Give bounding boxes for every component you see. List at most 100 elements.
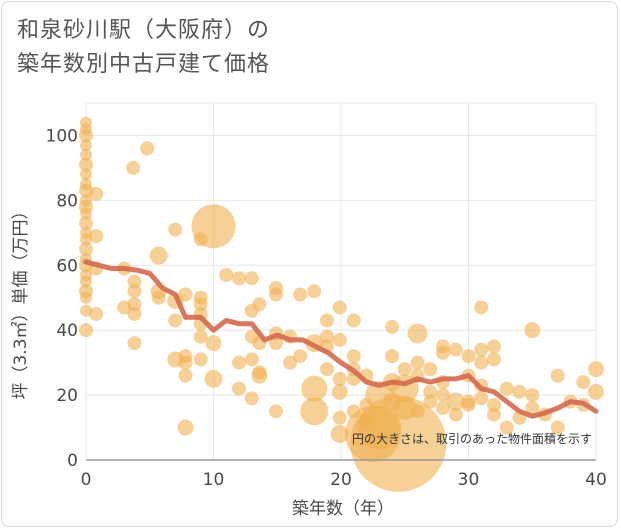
bubble-point-110 — [350, 395, 447, 492]
bubble-point-124 — [436, 388, 450, 403]
bubble-point-75 — [268, 336, 283, 351]
bubble-point-67 — [244, 391, 259, 406]
bubble-point-143 — [499, 420, 514, 435]
x-tick-label-2: 20 — [330, 470, 352, 490]
bubble-point-113 — [397, 362, 412, 377]
bubble-point-119 — [423, 384, 438, 399]
bubble-point-24 — [89, 186, 104, 201]
bubble-point-81 — [307, 284, 322, 299]
bubble-point-151 — [550, 420, 565, 435]
bubble-point-3 — [80, 139, 92, 152]
bubble-point-4 — [80, 148, 92, 161]
bubble-point-42 — [168, 313, 183, 328]
bubble-point-144 — [512, 384, 527, 399]
bubble-point-86 — [319, 329, 334, 344]
bubble-point-150 — [550, 368, 565, 383]
bubble-point-78 — [283, 355, 297, 370]
bubble-point-140 — [487, 397, 501, 412]
bubble-point-37 — [149, 246, 168, 265]
bubble-point-54 — [193, 329, 208, 344]
chart-title: 和泉砂川駅（大阪府）の 築年数別中古戸建て価格 — [17, 18, 271, 77]
bubble-point-48 — [178, 287, 193, 302]
bubble-point-27 — [89, 306, 104, 321]
bubble-point-90 — [332, 332, 347, 347]
bubble-point-132 — [461, 397, 476, 412]
bubble-point-148 — [525, 401, 540, 416]
bubble-point-155 — [588, 361, 604, 378]
bubble-point-29 — [140, 141, 155, 156]
bubble-point-11 — [80, 207, 92, 220]
bubble-point-66 — [244, 352, 259, 367]
x-tick-label-4: 40 — [585, 470, 607, 490]
bubble-point-153 — [576, 375, 591, 390]
bubble-point-112 — [392, 396, 417, 421]
bubble-point-80 — [293, 349, 308, 364]
bubble-point-133 — [474, 300, 489, 315]
y-tick-label-3: 60 — [56, 256, 78, 276]
y-axis-label: 坪（3.3㎡）単価（万円） — [11, 202, 31, 399]
bubble-point-73 — [268, 287, 283, 302]
bubble-point-117 — [410, 404, 425, 419]
bubble-point-85 — [319, 313, 334, 328]
bubble-point-95 — [346, 313, 361, 328]
bubble-point-39 — [151, 290, 166, 305]
bubble-point-96 — [346, 349, 361, 364]
bubble-point-46 — [178, 368, 193, 383]
bubble-point-55 — [193, 352, 208, 367]
bubble-point-62 — [232, 381, 246, 396]
axes: 0 20 40 60 80 100 0 10 20 30 40 — [46, 126, 607, 490]
bubble-point-83 — [301, 375, 328, 402]
bubble-point-40 — [168, 222, 183, 237]
bubble-point-122 — [436, 345, 450, 360]
bubble-point-22 — [80, 304, 92, 317]
y-tick-label-5: 100 — [46, 126, 78, 146]
bubble-point-114 — [407, 323, 428, 344]
bubble-point-34 — [127, 297, 142, 312]
bubble-point-6 — [80, 168, 92, 181]
bubble-point-134 — [474, 342, 489, 357]
bubble-point-107 — [385, 349, 399, 364]
bubble-point-2 — [79, 128, 93, 143]
y-tick-label-2: 40 — [56, 321, 78, 341]
x-tick-label-3: 30 — [458, 470, 480, 490]
annotation-note: 円の大きさは、取引のあった物件面積を示す — [352, 431, 592, 446]
x-axis-label: 築年数（年） — [292, 499, 394, 519]
trend-line — [83, 259, 599, 419]
bubble-point-93 — [332, 410, 347, 425]
bubble-point-92 — [331, 383, 348, 400]
bubble-point-142 — [499, 381, 514, 396]
grid-lines — [85, 102, 597, 461]
bubble-point-21 — [80, 291, 92, 304]
bubble-point-59 — [219, 268, 234, 283]
bubble-point-76 — [268, 404, 283, 419]
bubble-point-33 — [127, 284, 142, 299]
bubble-point-51 — [193, 297, 208, 312]
bubble-point-139 — [487, 352, 501, 367]
bubble-point-15 — [79, 242, 93, 257]
bubble-point-12 — [79, 216, 93, 231]
bubble-point-141 — [487, 407, 501, 422]
x-tick-label-0: 0 — [81, 470, 92, 490]
bubble-point-79 — [293, 287, 308, 302]
bubble-point-45 — [178, 355, 193, 370]
bubble-point-146 — [524, 322, 541, 339]
bubble-point-127 — [446, 392, 465, 411]
bubble-point-89 — [332, 300, 347, 315]
bubble-point-88 — [319, 362, 334, 377]
bubble-point-5 — [79, 157, 93, 172]
y-tick-label-0: 0 — [67, 451, 78, 471]
bubble-point-94 — [330, 425, 349, 444]
bubble-point-126 — [448, 342, 463, 357]
bubble-point-28 — [126, 160, 141, 175]
bubble-point-71 — [251, 367, 268, 384]
x-tick-label-1: 10 — [203, 470, 225, 490]
y-tick-label-1: 20 — [56, 386, 78, 406]
bubble-point-128 — [448, 407, 463, 422]
bubble-point-120 — [423, 394, 438, 409]
bubble-point-129 — [461, 349, 476, 364]
y-tick-label-4: 80 — [56, 191, 78, 211]
bubble-point-58 — [204, 369, 223, 388]
bubble-point-36 — [127, 336, 142, 351]
bubble-point-68 — [252, 297, 267, 312]
